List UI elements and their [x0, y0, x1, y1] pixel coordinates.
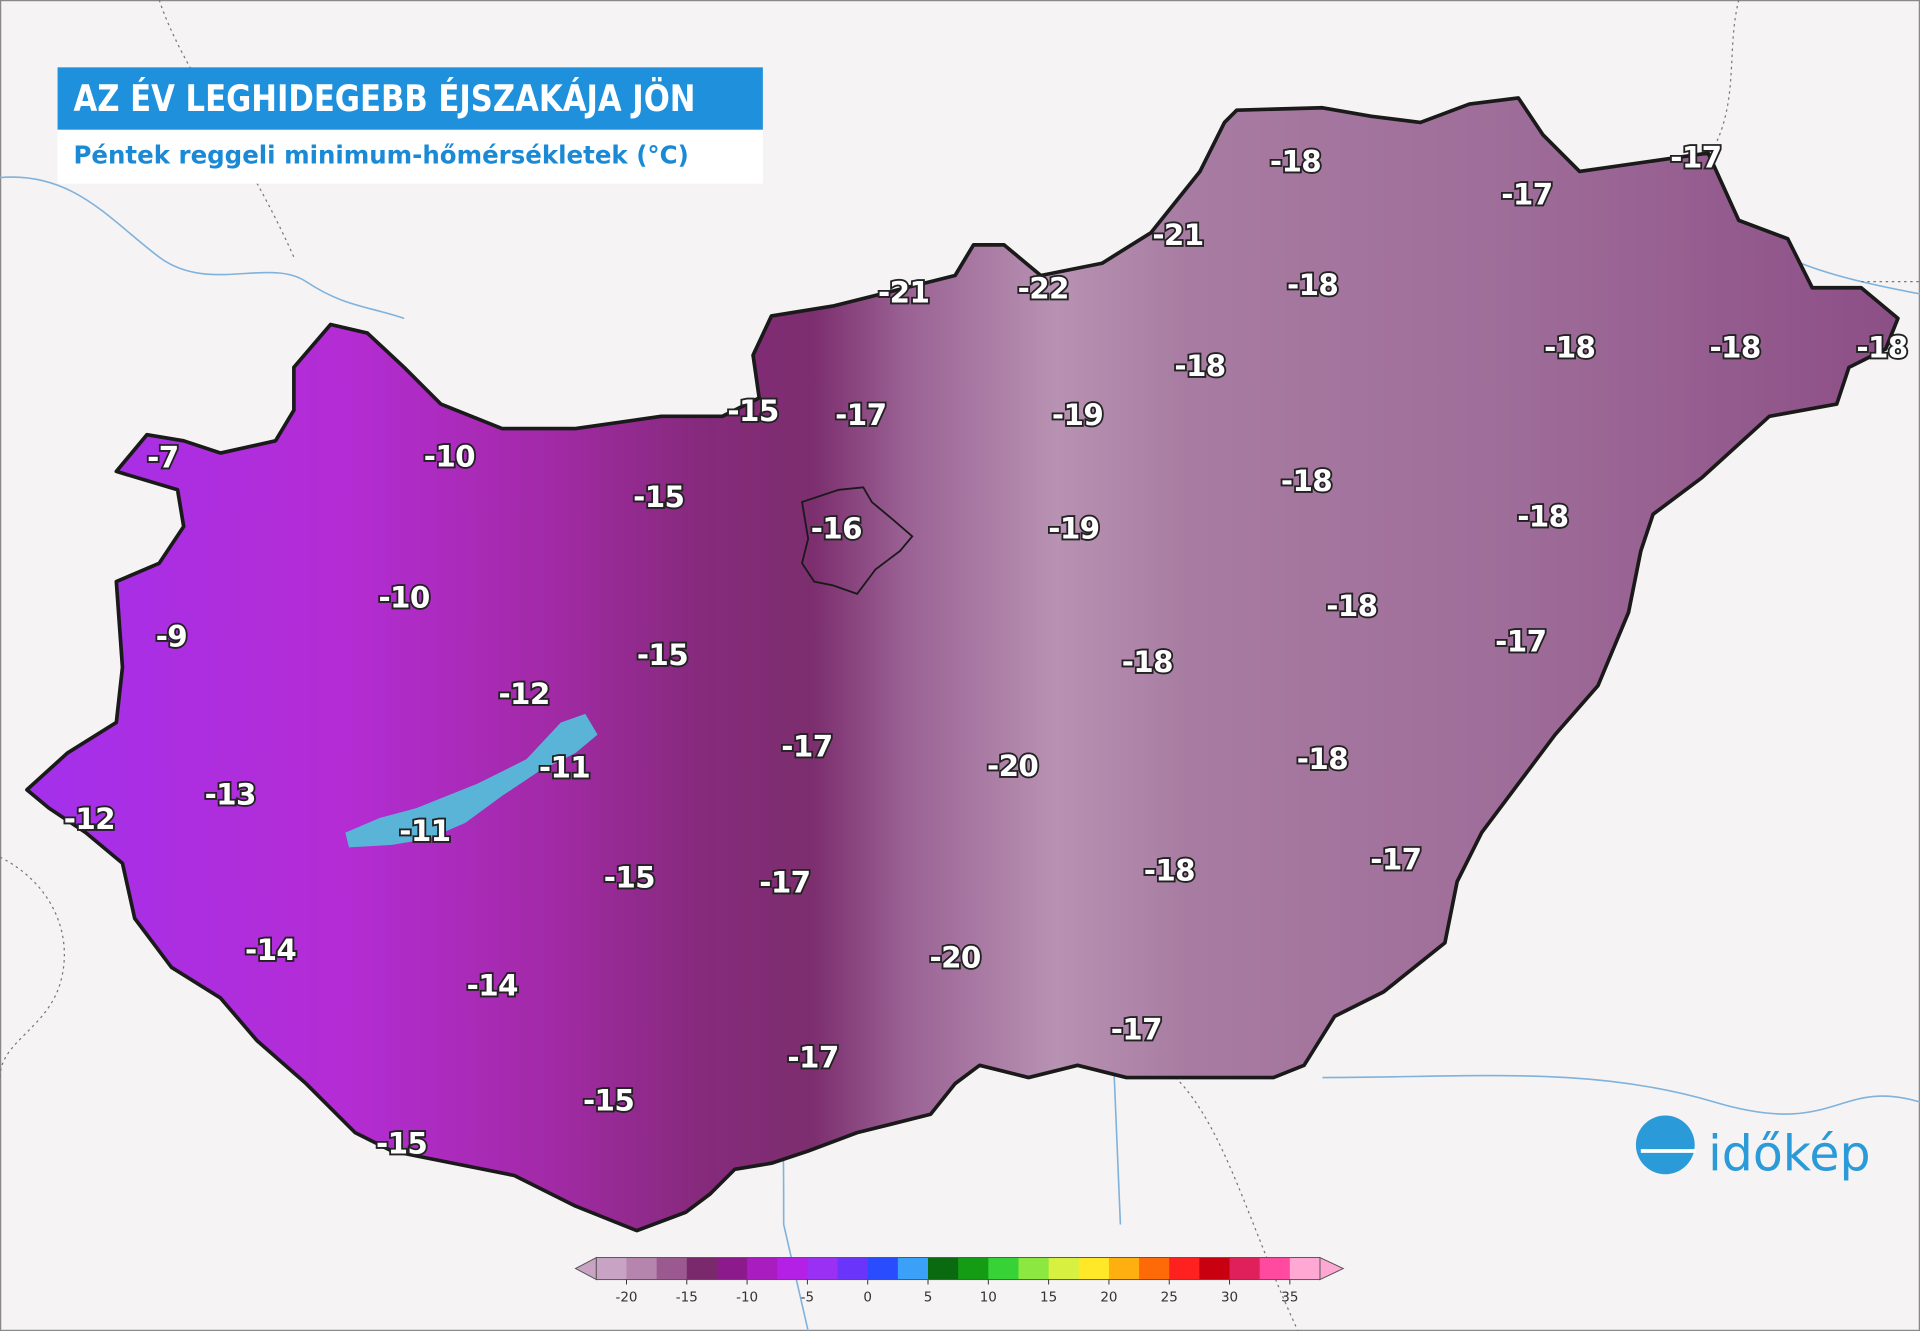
temperature-label: -12	[498, 677, 549, 711]
temperature-label: -18	[1122, 645, 1173, 679]
temperature-label: -18	[1297, 742, 1348, 776]
colorbar-swatch	[686, 1257, 718, 1280]
colorbar-tick-label: 10	[980, 1291, 997, 1306]
colorbar-swatch	[1018, 1257, 1050, 1280]
colorbar-swatch	[807, 1257, 839, 1280]
colorbar-swatch	[1259, 1257, 1291, 1280]
colorbar-swatch	[1139, 1257, 1170, 1280]
temperature-label: -21	[878, 275, 929, 309]
colorbar-swatch	[596, 1257, 628, 1280]
temperature-label: -18	[1517, 499, 1568, 533]
balaton	[345, 713, 598, 848]
colorbar-swatch	[656, 1257, 688, 1280]
budapest	[801, 486, 914, 595]
subtitle: Péntek reggeli minimum-hőmérsékletek (°C…	[73, 141, 688, 170]
temperature-label: -15	[633, 480, 684, 514]
colorbar-swatch	[777, 1257, 809, 1280]
colorbar-tick-label: 5	[924, 1291, 933, 1306]
colorbar-swatch	[1199, 1257, 1231, 1280]
temperature-label: -17	[1495, 624, 1546, 658]
temperature-label: -11	[539, 750, 590, 784]
temperature-label: -14	[467, 968, 518, 1002]
temperature-label: -18	[1287, 268, 1338, 302]
temperature-label: -18	[1544, 330, 1595, 364]
colorbar-tick-label: 15	[1040, 1291, 1057, 1306]
temperature-label: -22	[1018, 272, 1069, 306]
temperature-label: -15	[604, 861, 655, 895]
colorbar-tick-label: 30	[1221, 1291, 1238, 1306]
colorbar-swatch	[958, 1257, 989, 1280]
temperature-label: -10	[378, 580, 429, 614]
logo: időkép	[1635, 1115, 1871, 1183]
colorbar-tick-label: 35	[1281, 1291, 1298, 1306]
temperature-label: -18	[1270, 144, 1321, 178]
title: AZ ÉV LEGHIDEGEBB ÉJSZAKÁJA JÖN	[73, 76, 695, 120]
colorbar: -20 -15 -10 -5 0 5 10 15 20 25 30 35	[574, 1256, 1345, 1306]
temperature-label: -18	[1174, 349, 1225, 383]
colorbar-tick-label: -15	[676, 1291, 698, 1306]
temperature-label: -18	[1856, 330, 1907, 364]
temperature-label: -18	[1281, 464, 1332, 498]
colorbar-frame	[595, 1257, 1321, 1281]
temperature-label: -18	[1709, 330, 1760, 364]
temperature-label: -17	[835, 398, 886, 432]
colorbar-tick-label: 25	[1161, 1291, 1178, 1306]
colorbar-swatch	[1169, 1257, 1200, 1280]
temperature-label: -17	[787, 1041, 838, 1075]
temperature-label: -17	[759, 866, 810, 900]
temperature-label: -17	[781, 730, 832, 764]
temperature-label: -17	[1370, 842, 1421, 876]
labels: -18 -17 -17 -21 -21 -22 -18 -18 -18 -18 -18 -15 -17 -…	[62, 139, 1910, 1162]
colorbar-swatch	[1229, 1257, 1261, 1280]
temperature-label: -17	[1670, 141, 1721, 175]
colorbar-tick-label: 20	[1100, 1291, 1117, 1306]
colorbar-swatch	[1078, 1257, 1110, 1280]
colorbar-tick-label: -20	[615, 1291, 637, 1306]
temperature-label: -10	[424, 439, 475, 473]
temperature-label: -19	[1048, 512, 1099, 546]
colorbar-swatch	[1108, 1257, 1140, 1280]
subtitle-box	[57, 129, 763, 184]
colorbar-tick-label: -10	[736, 1291, 758, 1306]
colorbar-swatch	[747, 1257, 778, 1280]
colorbar-swatch	[1048, 1257, 1080, 1280]
temperature-label: -17	[1111, 1013, 1162, 1047]
temperature-label: -15	[376, 1126, 427, 1160]
temperature-label: -18	[1144, 853, 1195, 887]
colorbar-swatch	[837, 1257, 869, 1280]
temperature-label: -11	[399, 814, 450, 848]
temperature-label: -9	[156, 619, 187, 653]
temperature-label: -20	[929, 940, 980, 974]
temperature-label: -17	[1501, 177, 1552, 211]
hungary	[25, 96, 1900, 1233]
temperature-label: -20	[987, 749, 1038, 783]
colorbar-swatch	[716, 1257, 748, 1280]
colorbar-tick-label: 0	[863, 1291, 872, 1306]
colorbar-swatch	[928, 1257, 959, 1280]
temperature-label: -13	[205, 777, 256, 811]
colorbar-swatch	[897, 1257, 929, 1280]
logo-text: időkép	[1708, 1126, 1870, 1183]
colorbar-swatch	[867, 1257, 899, 1280]
colorbar-swatch	[626, 1257, 658, 1280]
colorbar-tick-label: -5	[801, 1291, 814, 1306]
temperature-label: -21	[1152, 218, 1203, 252]
title-box	[57, 67, 763, 130]
temperature-label: -16	[811, 512, 862, 546]
temperature-label: -19	[1052, 398, 1103, 432]
colorbar-swatch	[1289, 1257, 1321, 1280]
temperature-label: -14	[245, 933, 296, 967]
temperature-label: -15	[727, 394, 778, 428]
temperature-label: -15	[583, 1084, 634, 1118]
temperature-label: -7	[147, 441, 178, 475]
temperature-label: -18	[1326, 589, 1377, 623]
temperature-label: -15	[637, 638, 688, 672]
temperature-label: -12	[64, 802, 115, 836]
colorbar-swatch	[988, 1257, 1020, 1280]
logo-icon	[1635, 1115, 1695, 1175]
